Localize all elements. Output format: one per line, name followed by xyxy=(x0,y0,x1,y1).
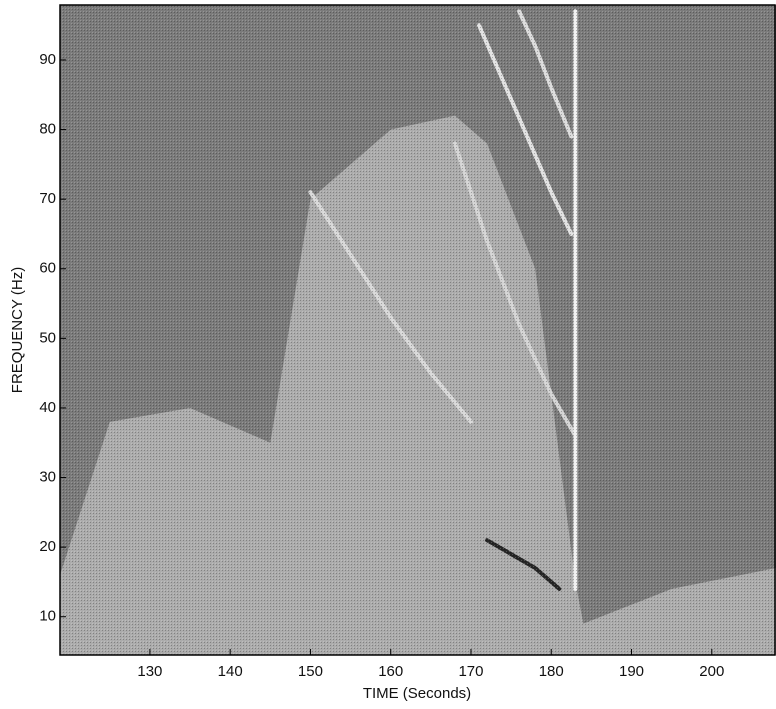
texture xyxy=(60,5,776,655)
y-tick-label: 50 xyxy=(39,329,56,346)
plot-frame xyxy=(59,4,776,656)
y-tick-label: 60 xyxy=(39,260,56,277)
y-tick-label: 40 xyxy=(39,399,56,416)
y-tick-label: 30 xyxy=(39,469,56,486)
x-tick-label: 180 xyxy=(539,663,564,680)
x-tick-label: 200 xyxy=(699,663,724,680)
x-tick-label: 190 xyxy=(619,663,644,680)
x-tick-label: 160 xyxy=(378,663,403,680)
x-tick-label: 140 xyxy=(218,663,243,680)
x-tick-label: 170 xyxy=(458,663,483,680)
y-tick-label: 80 xyxy=(39,121,56,138)
x-axis-label: TIME (Seconds) xyxy=(363,685,471,702)
x-tick-label: 150 xyxy=(298,663,323,680)
y-tick-label: 70 xyxy=(39,190,56,207)
x-tick-label: 130 xyxy=(137,663,162,680)
y-tick-label: 20 xyxy=(39,538,56,555)
y-tick-label: 10 xyxy=(39,608,56,625)
y-tick-label: 90 xyxy=(39,51,56,68)
y-axis-label: FREQUENCY (Hz) xyxy=(9,267,26,393)
